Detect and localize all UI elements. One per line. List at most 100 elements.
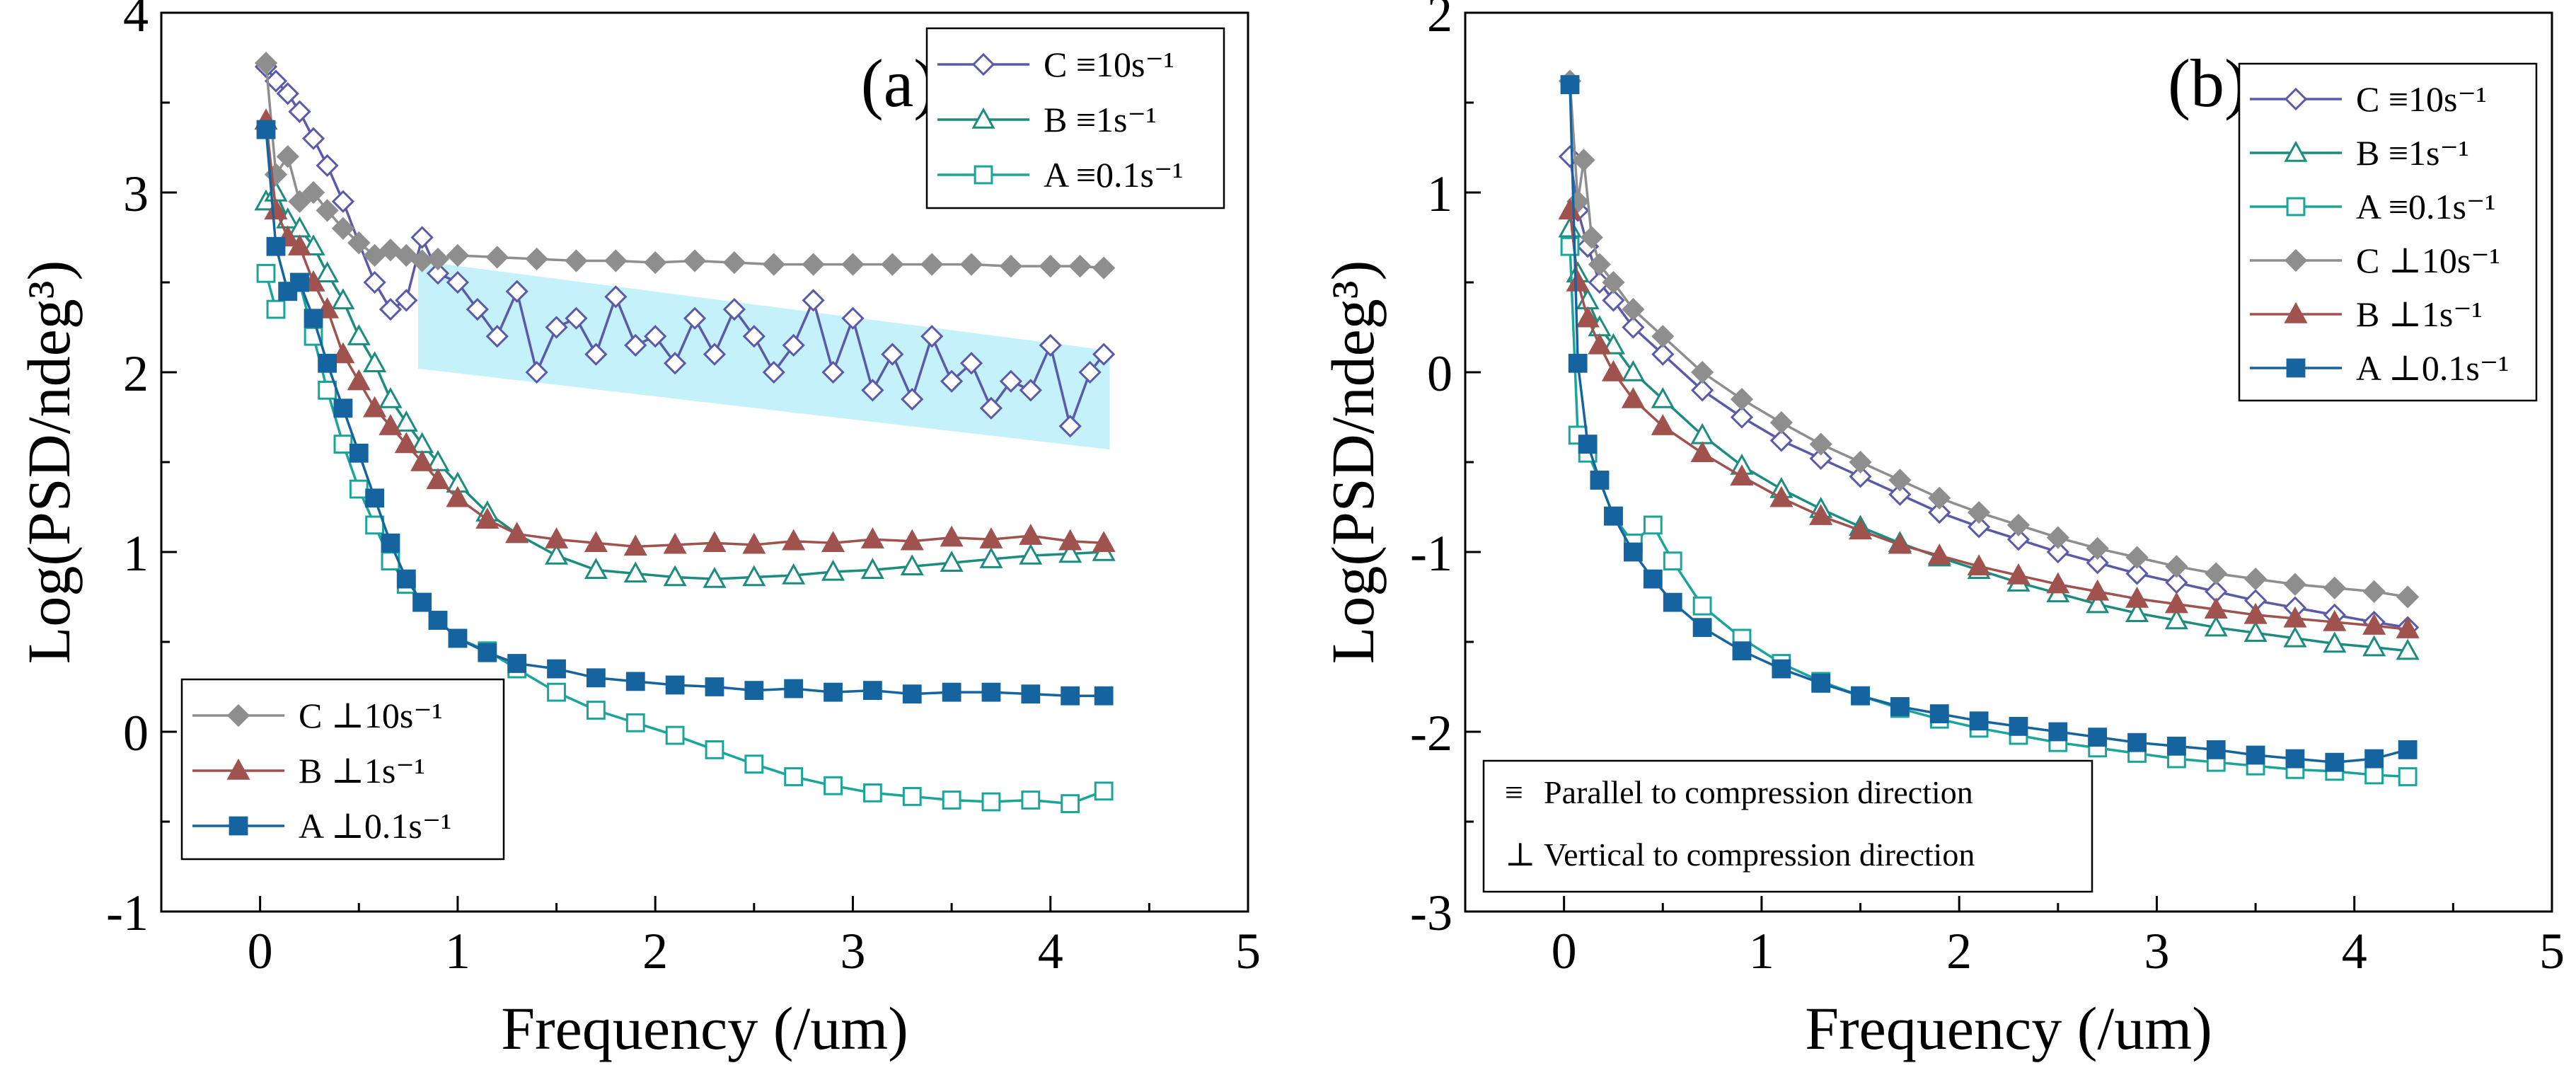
data-point: [2204, 597, 2228, 619]
x-tick-label: 4: [1038, 923, 1063, 979]
data-point: [940, 551, 964, 572]
data-point: [1691, 379, 1714, 402]
data-point: [1039, 333, 1062, 357]
series-c-10s-3: [254, 51, 1116, 280]
legend-item-a-0-1s: A ≡0.1s⁻¹: [2250, 187, 2495, 226]
data-point: [2398, 740, 2418, 759]
data-point: [363, 396, 387, 418]
data-point: [584, 343, 608, 366]
data-point: [999, 255, 1022, 278]
data-point: [762, 360, 785, 384]
legend-label: C ≡10s⁻¹: [2356, 79, 2487, 119]
data-point: [902, 684, 922, 704]
data-point: [722, 251, 746, 275]
data-point: [1928, 500, 1951, 524]
data-point: [703, 343, 727, 366]
data-point: [901, 387, 924, 411]
legend-bottom-left: C ⊥10s⁻¹ B ⊥1s⁻¹ A ⊥0.1s⁻¹: [180, 678, 505, 861]
legend-marker: [226, 703, 250, 728]
data-point: [1621, 387, 1645, 408]
data-point: [1888, 483, 1912, 506]
data-point: [365, 515, 385, 535]
data-point: [683, 306, 707, 330]
data-point: [276, 145, 299, 168]
y-tick-label: 4: [123, 0, 149, 42]
data-point: [446, 243, 470, 268]
data-point: [860, 527, 884, 548]
data-point: [1809, 447, 1832, 471]
data-point: [331, 288, 355, 310]
data-point: [1021, 684, 1041, 704]
legend-item-b-1s: B ⊥1s⁻¹: [2250, 294, 2483, 334]
legend-label: B ⊥1s⁻¹: [299, 751, 425, 791]
legend-label: B ⊥1s⁻¹: [2356, 294, 2483, 334]
data-point: [266, 299, 286, 319]
data-point: [2205, 562, 2228, 585]
data-point: [410, 449, 434, 471]
data-point: [604, 249, 628, 272]
data-point: [2125, 546, 2149, 569]
data-point: [525, 360, 548, 384]
data-point: [2396, 617, 2420, 638]
x-tick-label: 1: [1749, 923, 1774, 979]
series-c-10s-0: [1558, 145, 2420, 639]
data-point: [587, 668, 606, 688]
data-point: [940, 369, 964, 393]
data-point: [1663, 551, 1682, 571]
data-point: [824, 776, 843, 795]
data-point: [485, 325, 509, 348]
data-point: [301, 234, 325, 255]
data-point: [254, 51, 278, 75]
data-point: [665, 725, 685, 745]
data-point: [979, 527, 1003, 548]
series-b-1s-4: [1558, 198, 2420, 638]
y-tick-label: 3: [123, 166, 149, 222]
data-point: [625, 672, 645, 691]
data-point: [841, 306, 865, 330]
data-point: [821, 360, 845, 384]
data-point: [1929, 704, 1949, 724]
data-point: [525, 247, 548, 271]
legend-label: B ≡1s⁻¹: [2356, 133, 2469, 173]
data-point: [604, 285, 628, 309]
data-point: [1094, 686, 1114, 706]
legend-marker: [2286, 358, 2306, 378]
data-point: [742, 565, 766, 587]
data-point: [266, 236, 286, 256]
x-tick-label: 1: [445, 923, 470, 979]
data-point: [1601, 333, 1626, 355]
data-point: [2125, 562, 2149, 585]
data-point: [379, 387, 403, 408]
x-tick-label: 3: [2144, 923, 2169, 979]
legend-item-a-0-1s: A ⊥0.1s⁻¹: [192, 806, 451, 846]
data-point: [478, 643, 497, 662]
data-point: [347, 231, 371, 255]
data-point: [331, 342, 355, 364]
legend-label: A ⊥0.1s⁻¹: [299, 806, 451, 846]
data-point: [2364, 765, 2384, 785]
data-point: [703, 531, 727, 552]
legend-label: A ≡0.1s⁻¹: [1044, 155, 1183, 195]
data-point: [565, 306, 588, 330]
data-point: [942, 682, 961, 702]
data-point: [2046, 572, 2070, 594]
data-point: [742, 532, 766, 554]
x-axis-title: Frequency (/um): [501, 994, 908, 1062]
data-point: [428, 611, 448, 630]
data-point: [333, 398, 353, 418]
data-point: [547, 682, 566, 702]
data-point: [942, 791, 961, 810]
data-point: [544, 527, 569, 548]
data-point: [862, 783, 882, 803]
data-point: [584, 531, 608, 552]
data-point: [1622, 297, 1645, 321]
data-point: [587, 701, 606, 720]
note-text: Vertical to compression direction: [1544, 837, 1975, 873]
data-point: [624, 333, 647, 357]
data-point: [363, 351, 387, 372]
data-point: [979, 547, 1003, 568]
data-point: [2362, 580, 2386, 604]
data-point: [448, 628, 468, 648]
data-point: [744, 754, 764, 774]
data-point: [1061, 686, 1080, 706]
